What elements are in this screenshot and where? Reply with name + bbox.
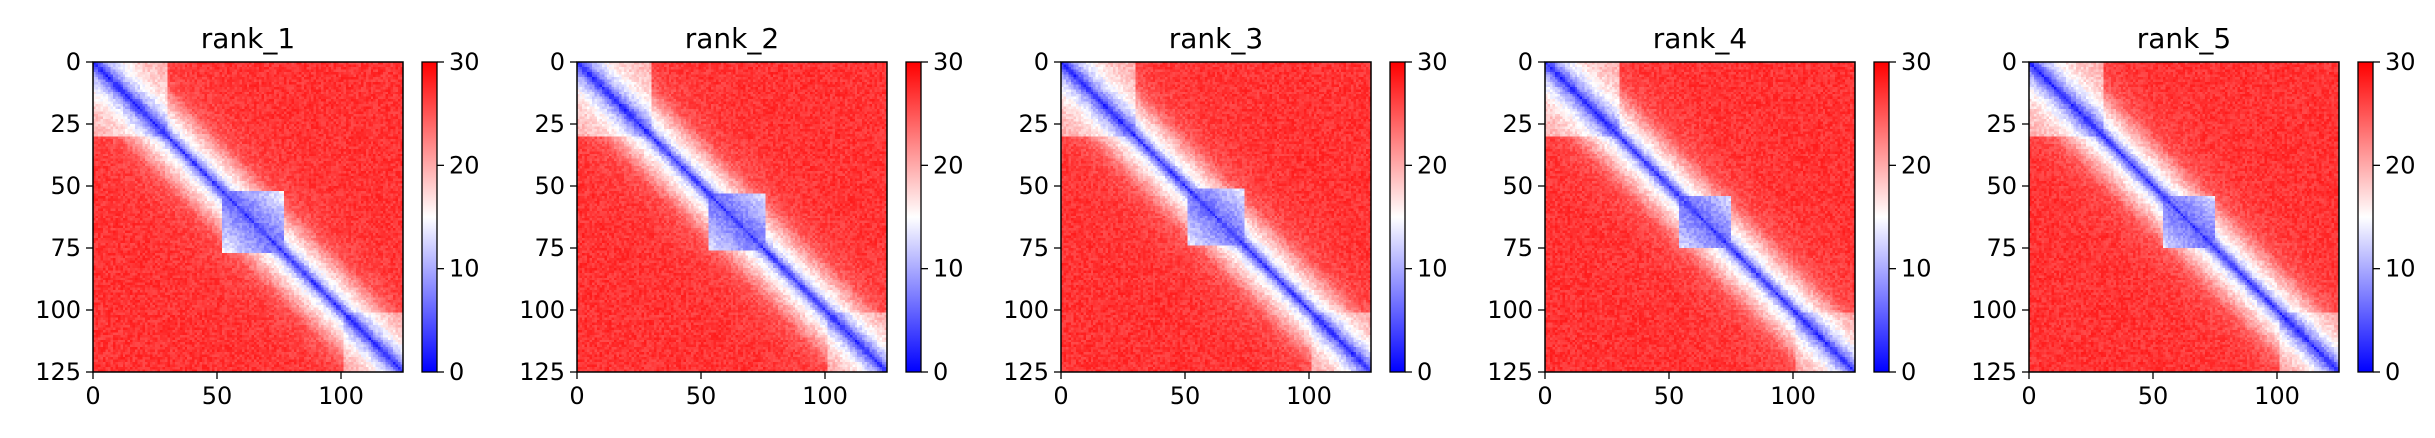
y-tick-label: 125	[35, 358, 81, 386]
y-tick-label: 100	[519, 296, 565, 324]
y-tick-label: 0	[550, 48, 565, 76]
colorbar-tick-label: 30	[1901, 48, 1932, 76]
colorbar	[1873, 61, 1890, 373]
x-tick-label: 50	[1654, 382, 1685, 410]
colorbar-tick-label: 10	[449, 255, 480, 283]
y-tick-label: 50	[1502, 172, 1533, 200]
x-tick-label: 100	[802, 382, 848, 410]
y-tick-label: 25	[534, 110, 565, 138]
x-tick-label: 0	[85, 382, 100, 410]
axes-frame	[1544, 61, 1856, 373]
colorbar-tick-label: 20	[449, 151, 480, 179]
colorbar-tick-label: 10	[1417, 255, 1448, 283]
y-tick-label: 75	[1986, 234, 2017, 262]
x-tick-label: 100	[2254, 382, 2300, 410]
y-tick-label: 25	[1018, 110, 1049, 138]
x-tick-label: 50	[1170, 382, 1201, 410]
y-tick-label: 100	[1003, 296, 1049, 324]
colorbar	[2357, 61, 2374, 373]
y-tick-label: 125	[1971, 358, 2017, 386]
colorbar-tick-label: 20	[1417, 151, 1448, 179]
y-tick-label: 75	[1018, 234, 1049, 262]
y-tick-label: 125	[1487, 358, 1533, 386]
y-tick-label: 0	[1518, 48, 1533, 76]
colorbar-tick-label: 30	[933, 48, 964, 76]
x-tick-label: 100	[1770, 382, 1816, 410]
colorbar-tick-label: 30	[449, 48, 480, 76]
axes-frame	[2028, 61, 2340, 373]
colorbar-tick-label: 10	[933, 255, 964, 283]
x-tick-label: 50	[202, 382, 233, 410]
x-tick-label: 100	[318, 382, 364, 410]
y-tick-label: 125	[1003, 358, 1049, 386]
x-tick-label: 0	[1053, 382, 1068, 410]
y-tick-label: 0	[66, 48, 81, 76]
colorbar-tick-label: 0	[933, 358, 948, 386]
heatmap-image	[93, 62, 403, 372]
y-tick-label: 75	[50, 234, 81, 262]
x-tick-label: 50	[686, 382, 717, 410]
axes-frame	[576, 61, 888, 373]
heatmap-image	[2029, 62, 2339, 372]
y-tick-label: 0	[1034, 48, 1049, 76]
colorbar-tick-label: 0	[1417, 358, 1432, 386]
y-tick-label: 100	[35, 296, 81, 324]
subplot-title: rank_2	[685, 22, 779, 55]
colorbar-tick-label: 10	[1901, 255, 1932, 283]
colorbar-tick-label: 0	[449, 358, 464, 386]
y-tick-label: 100	[1971, 296, 2017, 324]
y-tick-label: 25	[1502, 110, 1533, 138]
colorbar	[1389, 61, 1406, 373]
y-tick-label: 50	[534, 172, 565, 200]
heatmap-image	[1545, 62, 1855, 372]
colorbar-tick-label: 20	[2385, 151, 2416, 179]
colorbar-tick-label: 30	[2385, 48, 2416, 76]
colorbar	[421, 61, 438, 373]
x-tick-label: 0	[569, 382, 584, 410]
y-tick-label: 50	[50, 172, 81, 200]
y-tick-label: 50	[1986, 172, 2017, 200]
colorbar	[905, 61, 922, 373]
subplot-title: rank_3	[1169, 22, 1263, 55]
y-tick-label: 25	[1986, 110, 2017, 138]
colorbar-tick-label: 20	[1901, 151, 1932, 179]
x-tick-label: 50	[2138, 382, 2169, 410]
heatmap-image	[577, 62, 887, 372]
colorbar-tick-label: 0	[2385, 358, 2400, 386]
y-tick-label: 100	[1487, 296, 1533, 324]
y-tick-label: 50	[1018, 172, 1049, 200]
subplot-title: rank_4	[1653, 22, 1747, 55]
x-tick-label: 100	[1286, 382, 1332, 410]
axes-frame	[1060, 61, 1372, 373]
x-tick-label: 0	[1537, 382, 1552, 410]
heatmap-image	[1061, 62, 1371, 372]
colorbar-tick-label: 10	[2385, 255, 2416, 283]
subplot-title: rank_1	[201, 22, 295, 55]
axes-frame	[92, 61, 404, 373]
y-tick-label: 75	[534, 234, 565, 262]
y-tick-label: 75	[1502, 234, 1533, 262]
colorbar-tick-label: 20	[933, 151, 964, 179]
y-tick-label: 0	[2002, 48, 2017, 76]
colorbar-tick-label: 30	[1417, 48, 1448, 76]
y-tick-label: 25	[50, 110, 81, 138]
colorbar-tick-label: 0	[1901, 358, 1916, 386]
subplot-title: rank_5	[2137, 22, 2231, 55]
y-tick-label: 125	[519, 358, 565, 386]
x-tick-label: 0	[2021, 382, 2036, 410]
